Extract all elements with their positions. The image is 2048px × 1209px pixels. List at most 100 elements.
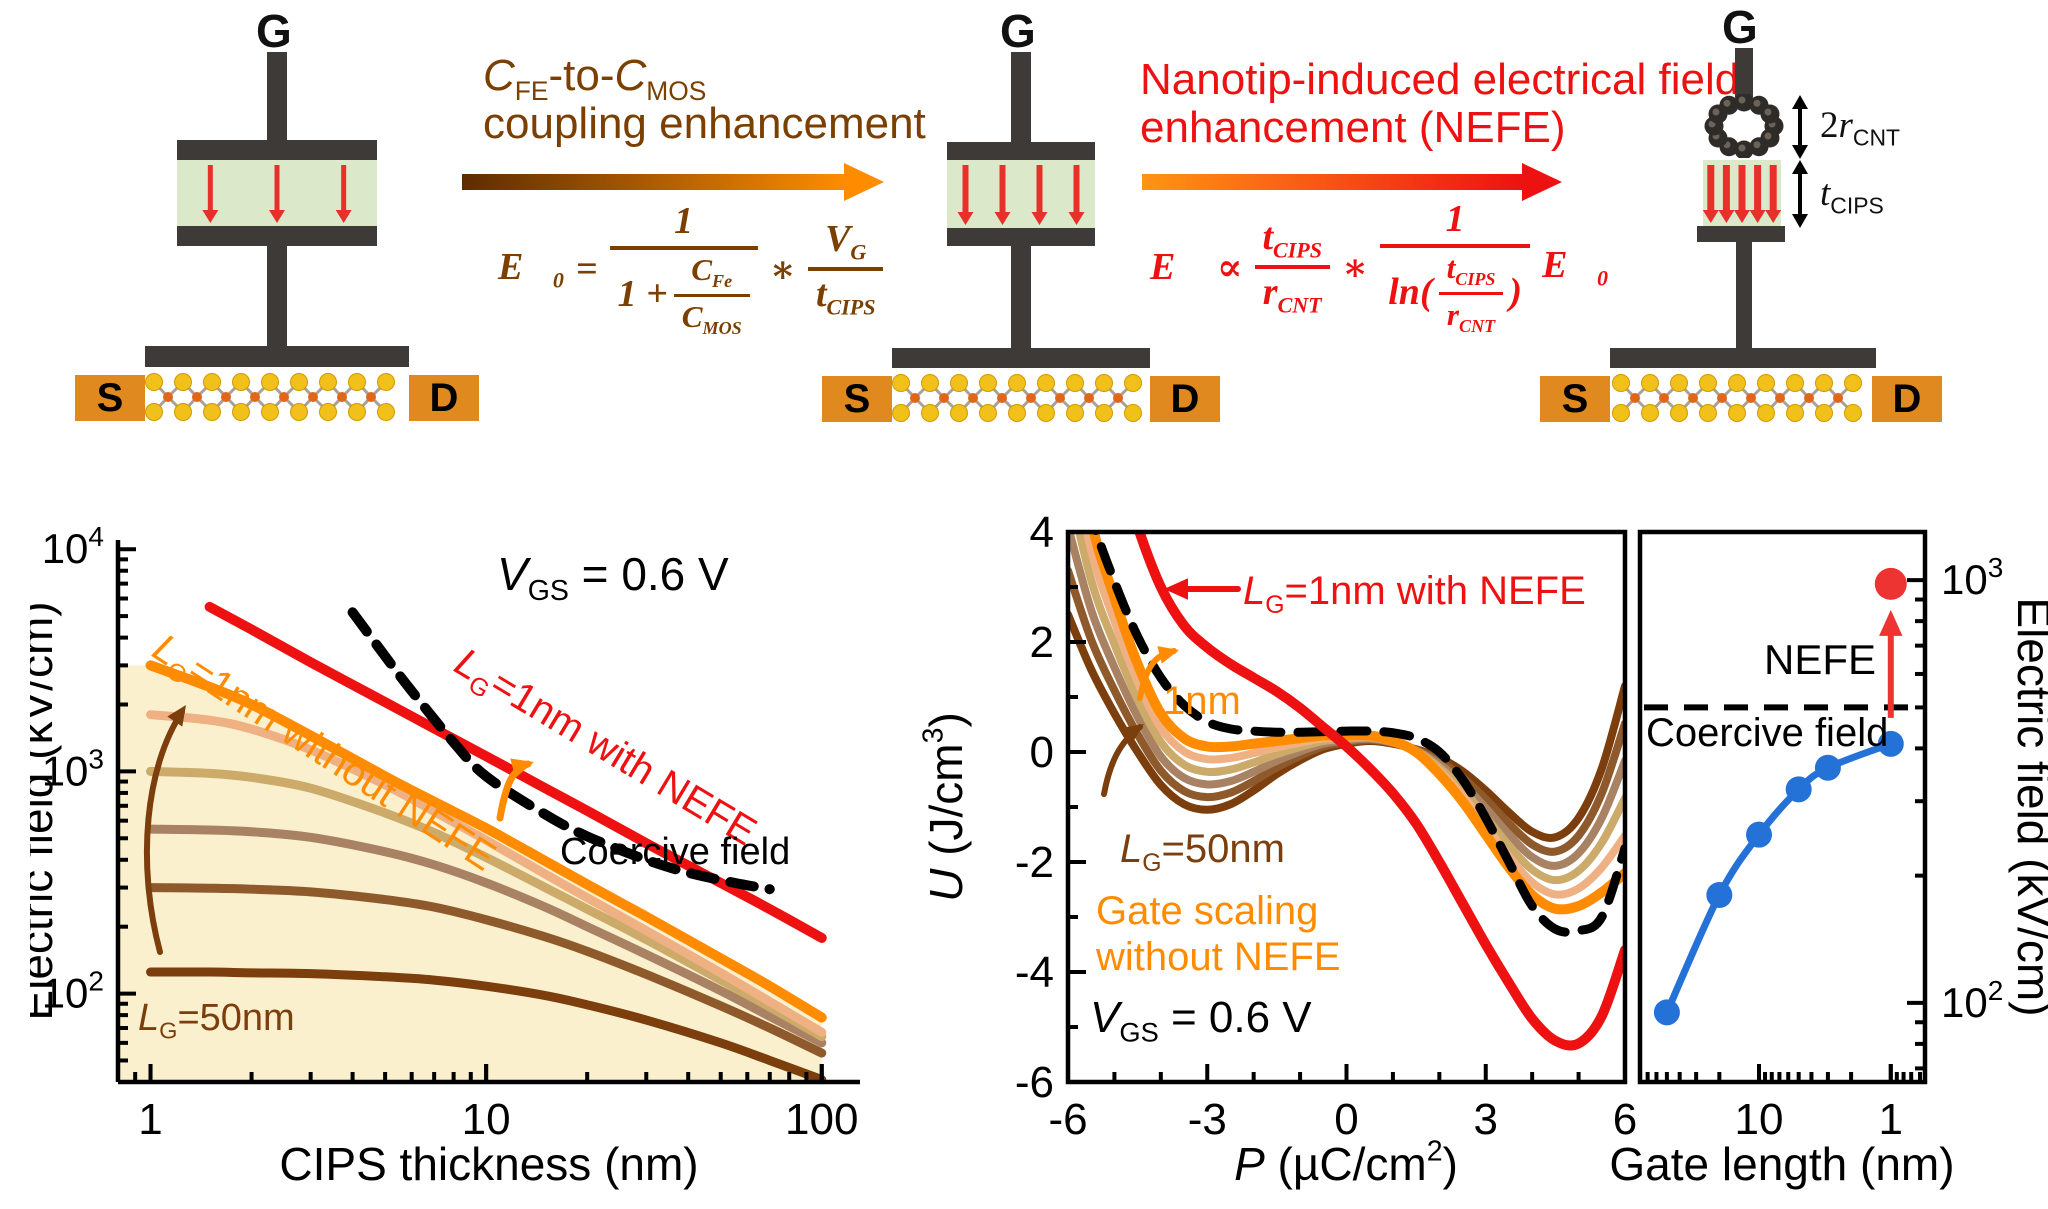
step2-title-line2: enhancement (NEFE) bbox=[1140, 103, 1566, 152]
gate-scaling-arrow-icon bbox=[1122, 724, 1144, 743]
x-tick-label: 1 bbox=[1879, 1095, 1903, 1144]
label-nefe: NEFE bbox=[1764, 636, 1876, 683]
y-tick-label: 4 bbox=[1030, 508, 1054, 557]
energy-landscape-chart: 4 2 0 -2 -4 -6-6 -3 0 3 6 U (J/cm3) P (µC/cm2) LG=1n… bbox=[920, 508, 1637, 1190]
bottom-electrode bbox=[177, 226, 377, 246]
nefe-arrow-icon bbox=[1879, 609, 1903, 636]
nefe-boost-arrow-icon bbox=[510, 758, 534, 778]
y-tick-label: 2 bbox=[1030, 618, 1054, 667]
series-lg20 bbox=[146, 883, 827, 1058]
cips-thickness-arrow-icon bbox=[1792, 160, 1808, 228]
mid-stem bbox=[1736, 242, 1752, 348]
cips-thickness-label: tCIPS bbox=[1820, 173, 1884, 219]
gate-label: G bbox=[256, 5, 292, 57]
polarization-arrows-icon bbox=[202, 165, 352, 223]
cnt-diameter-arrow-icon bbox=[1792, 95, 1808, 159]
source-contact: S bbox=[1540, 376, 1610, 422]
drain-contact: D bbox=[1872, 376, 1942, 422]
nefe-arrow-icon bbox=[1142, 163, 1562, 201]
ferroelectric-layer bbox=[947, 160, 1095, 228]
data-point bbox=[1814, 754, 1841, 781]
series-scaling-no-nefe bbox=[1663, 740, 1895, 1016]
series-coercive bbox=[347, 607, 775, 895]
x-tick-label: -3 bbox=[1188, 1095, 1227, 1144]
y-axis-title: U (J/cm3) bbox=[920, 712, 972, 902]
field-vs-gate-length-chart: 102 103 10 1 Electric field (kV/cm) Gate leng… bbox=[1609, 529, 2048, 1190]
cnt-nanotube-icon bbox=[1704, 94, 1784, 158]
y-tick-label: 102 bbox=[1941, 975, 2003, 1026]
mid-stem bbox=[267, 246, 287, 346]
nefe-boost-arrow-icon bbox=[1157, 646, 1179, 664]
y-axis-title: Electric field (kV/cm) bbox=[2008, 597, 2048, 1016]
data-point bbox=[1877, 730, 1904, 757]
gate-stem bbox=[1735, 48, 1753, 98]
channel-atoms-icon bbox=[1612, 374, 1862, 422]
vgs-label: VGS = 0.6 V bbox=[497, 548, 729, 607]
axes bbox=[1637, 529, 1928, 1085]
label-1nm: 1nm bbox=[1163, 679, 1241, 723]
y-tick-label: 103 bbox=[1941, 552, 2003, 603]
y-tick-label: 102 bbox=[42, 966, 104, 1017]
y-axis-title: Electric field (kV/cm) bbox=[30, 601, 62, 1020]
gate-scaling-arrow-icon bbox=[167, 705, 186, 727]
mid-stem bbox=[1011, 246, 1031, 348]
label-gate-scaling-1: Gate scaling bbox=[1096, 889, 1318, 933]
gate-plate bbox=[1610, 348, 1876, 368]
drain-contact: D bbox=[409, 375, 479, 421]
x-axis-title: P (µC/cm2) bbox=[1234, 1136, 1458, 1190]
gate-stem bbox=[1011, 52, 1031, 142]
x-tick-label: -6 bbox=[1048, 1095, 1087, 1144]
series-lg3 bbox=[146, 710, 827, 1037]
series-red-nefe bbox=[1134, 532, 1625, 1051]
y-tick-label: -6 bbox=[1015, 1058, 1054, 1107]
label-lg1-with-nefe-mid: LG=1nm with NEFE bbox=[1243, 569, 1586, 619]
label-gate-scaling-2: without NEFE bbox=[1095, 935, 1341, 979]
x-tick-label: 10 bbox=[1735, 1095, 1784, 1144]
channel-atoms-icon bbox=[892, 374, 1142, 422]
y-tick-label: 0 bbox=[1030, 728, 1054, 777]
coupling-arrow-icon bbox=[462, 163, 884, 201]
x-tick-label: 0 bbox=[1334, 1095, 1358, 1144]
x-tick-label: 10 bbox=[462, 1095, 511, 1144]
step2-title-line1: Nanotip-induced electrical field bbox=[1140, 55, 1740, 104]
axes bbox=[115, 540, 860, 1085]
step1-title-line2: coupling enhancement bbox=[483, 99, 926, 148]
data-point bbox=[1746, 821, 1773, 848]
x-tick-label: 3 bbox=[1474, 1095, 1498, 1144]
data-point bbox=[1653, 999, 1680, 1026]
formula-e-nefe: E⃗ ∝ tCIPS rCNT ∗ 1 ln( tCIPS rCNT ) E⃗0 bbox=[1150, 198, 1608, 336]
series-lg1 bbox=[145, 660, 827, 1023]
gate-stem bbox=[267, 52, 287, 140]
x-tick-label: 100 bbox=[785, 1095, 858, 1144]
gate-scaling-arrow-icon bbox=[143, 709, 185, 955]
gate-label: G bbox=[1722, 1, 1758, 53]
gate-label: G bbox=[1000, 5, 1036, 57]
x-tick-label: 6 bbox=[1613, 1095, 1637, 1144]
formula-e0: E⃗0 = 1 1 + CFe CMOS ∗ VG tCIPS bbox=[498, 200, 884, 339]
gate-plate bbox=[145, 346, 409, 367]
y-tick-label: 103 bbox=[42, 743, 104, 794]
electric-field-vs-thickness-chart: 102 103 104 1 10 100 Electric field (kV/cm) CIP… bbox=[30, 521, 860, 1190]
label-lg50-mid: LG=50nm bbox=[1120, 827, 1285, 877]
source-contact: S bbox=[75, 375, 145, 421]
top-electrode bbox=[947, 142, 1095, 160]
series-lg50 bbox=[146, 967, 827, 1085]
gate-plate bbox=[892, 348, 1150, 368]
bottom-electrode bbox=[947, 228, 1095, 246]
x-tick-label: 1 bbox=[138, 1095, 162, 1144]
cnt-diameter-label: 2rCNT bbox=[1820, 105, 1901, 151]
label-coercive-right: Coercive field bbox=[1646, 711, 1888, 755]
channel-atoms-icon bbox=[145, 373, 395, 421]
data-point bbox=[1706, 881, 1733, 908]
polarization-arrows-icon bbox=[1703, 165, 1781, 223]
series-coercive-ref bbox=[1091, 532, 1625, 937]
nefe-callout-arrow-icon bbox=[1164, 578, 1188, 600]
top-electrode bbox=[177, 140, 377, 160]
series-lg5 bbox=[146, 766, 827, 1042]
label-lg50: LG=50nm bbox=[138, 997, 295, 1043]
polarization-arrows-icon bbox=[957, 165, 1085, 225]
source-contact: S bbox=[822, 376, 892, 422]
drain-contact: D bbox=[1150, 376, 1220, 422]
nefe-point bbox=[1874, 567, 1907, 600]
